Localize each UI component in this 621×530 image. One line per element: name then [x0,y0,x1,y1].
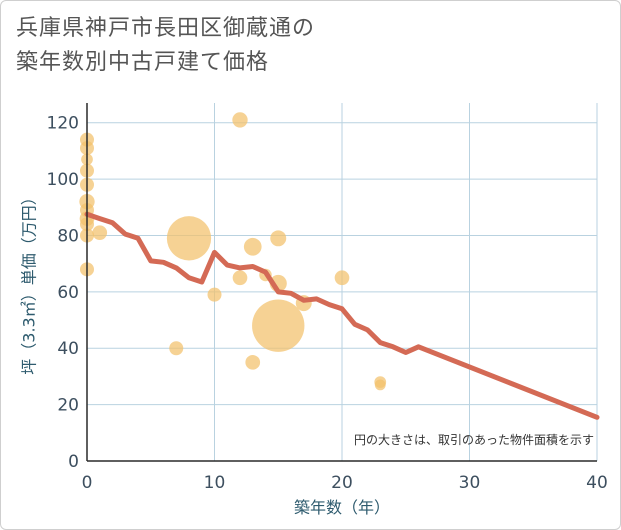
bubble-point [334,270,350,286]
axes: 0 10 20 30 40 0 20 40 60 80 100 120 [47,103,608,493]
y-tick-label: 60 [57,283,79,303]
y-axis-label: 坪（3.3㎡）単価（万円） [20,189,39,374]
chart-title: 兵庫県神戸市長田区御蔵通の 築年数別中古戸建て価格 [16,12,315,80]
bubble-point [252,299,305,352]
x-axis-label: 築年数（年） [294,498,390,517]
y-tick-label: 80 [57,226,79,246]
bubble-point [169,341,184,356]
y-tick-label: 0 [68,452,79,472]
y-tick-label: 100 [47,170,79,190]
trend-series [84,211,600,420]
x-tick-label: 40 [586,473,608,493]
bubble-point [166,216,212,261]
trend-line [84,211,600,420]
x-tick-label: 10 [204,473,226,493]
y-tick-label: 40 [57,339,79,359]
chart-title-line-1: 兵庫県神戸市長田区御蔵通の [16,16,316,41]
bubble-point [92,225,108,241]
bubble-point [243,237,262,256]
x-tick-label: 0 [82,473,93,493]
y-tick-label: 120 [47,114,79,134]
y-tick-label: 20 [57,396,79,416]
size-note: 円の大きさは、取引のあった物件面積を示す [354,432,594,447]
x-tick-label: 30 [459,473,481,493]
bubble-point [245,354,261,370]
chart-title-line-2: 築年数別中古戸建て価格 [16,50,270,75]
bubble-point [374,379,386,391]
bubble-point [232,112,248,128]
bubble-point [232,270,248,286]
bubble-point [207,287,222,302]
bubble-point [270,230,287,247]
x-tick-label: 20 [331,473,353,493]
